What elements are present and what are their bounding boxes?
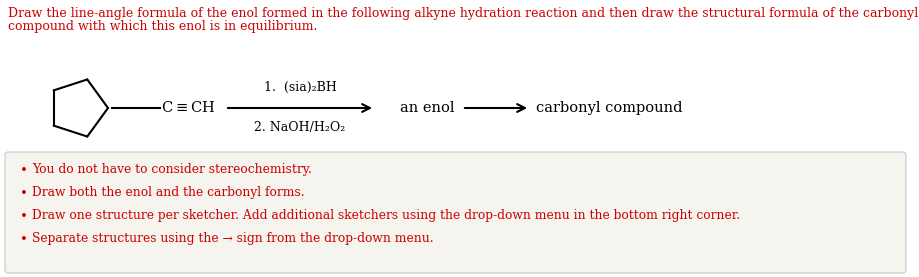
Text: •: • [20, 164, 28, 177]
Text: C$\equiv$CH: C$\equiv$CH [161, 101, 215, 116]
Text: •: • [20, 210, 28, 223]
Text: •: • [20, 187, 28, 200]
Text: Separate structures using the → sign from the drop-down menu.: Separate structures using the → sign fro… [32, 232, 433, 245]
Text: •: • [20, 233, 28, 246]
Text: carbonyl compound: carbonyl compound [536, 101, 682, 115]
Text: You do not have to consider stereochemistry.: You do not have to consider stereochemis… [32, 163, 312, 176]
Text: Draw both the enol and the carbonyl forms.: Draw both the enol and the carbonyl form… [32, 186, 304, 199]
Text: an enol: an enol [400, 101, 454, 115]
Text: 2. NaOH/H₂O₂: 2. NaOH/H₂O₂ [254, 121, 346, 134]
Text: 1.  (sia)₂BH: 1. (sia)₂BH [263, 81, 336, 94]
Text: compound with which this enol is in equilibrium.: compound with which this enol is in equi… [8, 20, 317, 33]
Text: Draw one structure per sketcher. Add additional sketchers using the drop-down me: Draw one structure per sketcher. Add add… [32, 209, 739, 222]
Text: Draw the line-angle formula of the enol formed in the following alkyne hydration: Draw the line-angle formula of the enol … [8, 7, 917, 20]
FancyBboxPatch shape [5, 152, 905, 273]
